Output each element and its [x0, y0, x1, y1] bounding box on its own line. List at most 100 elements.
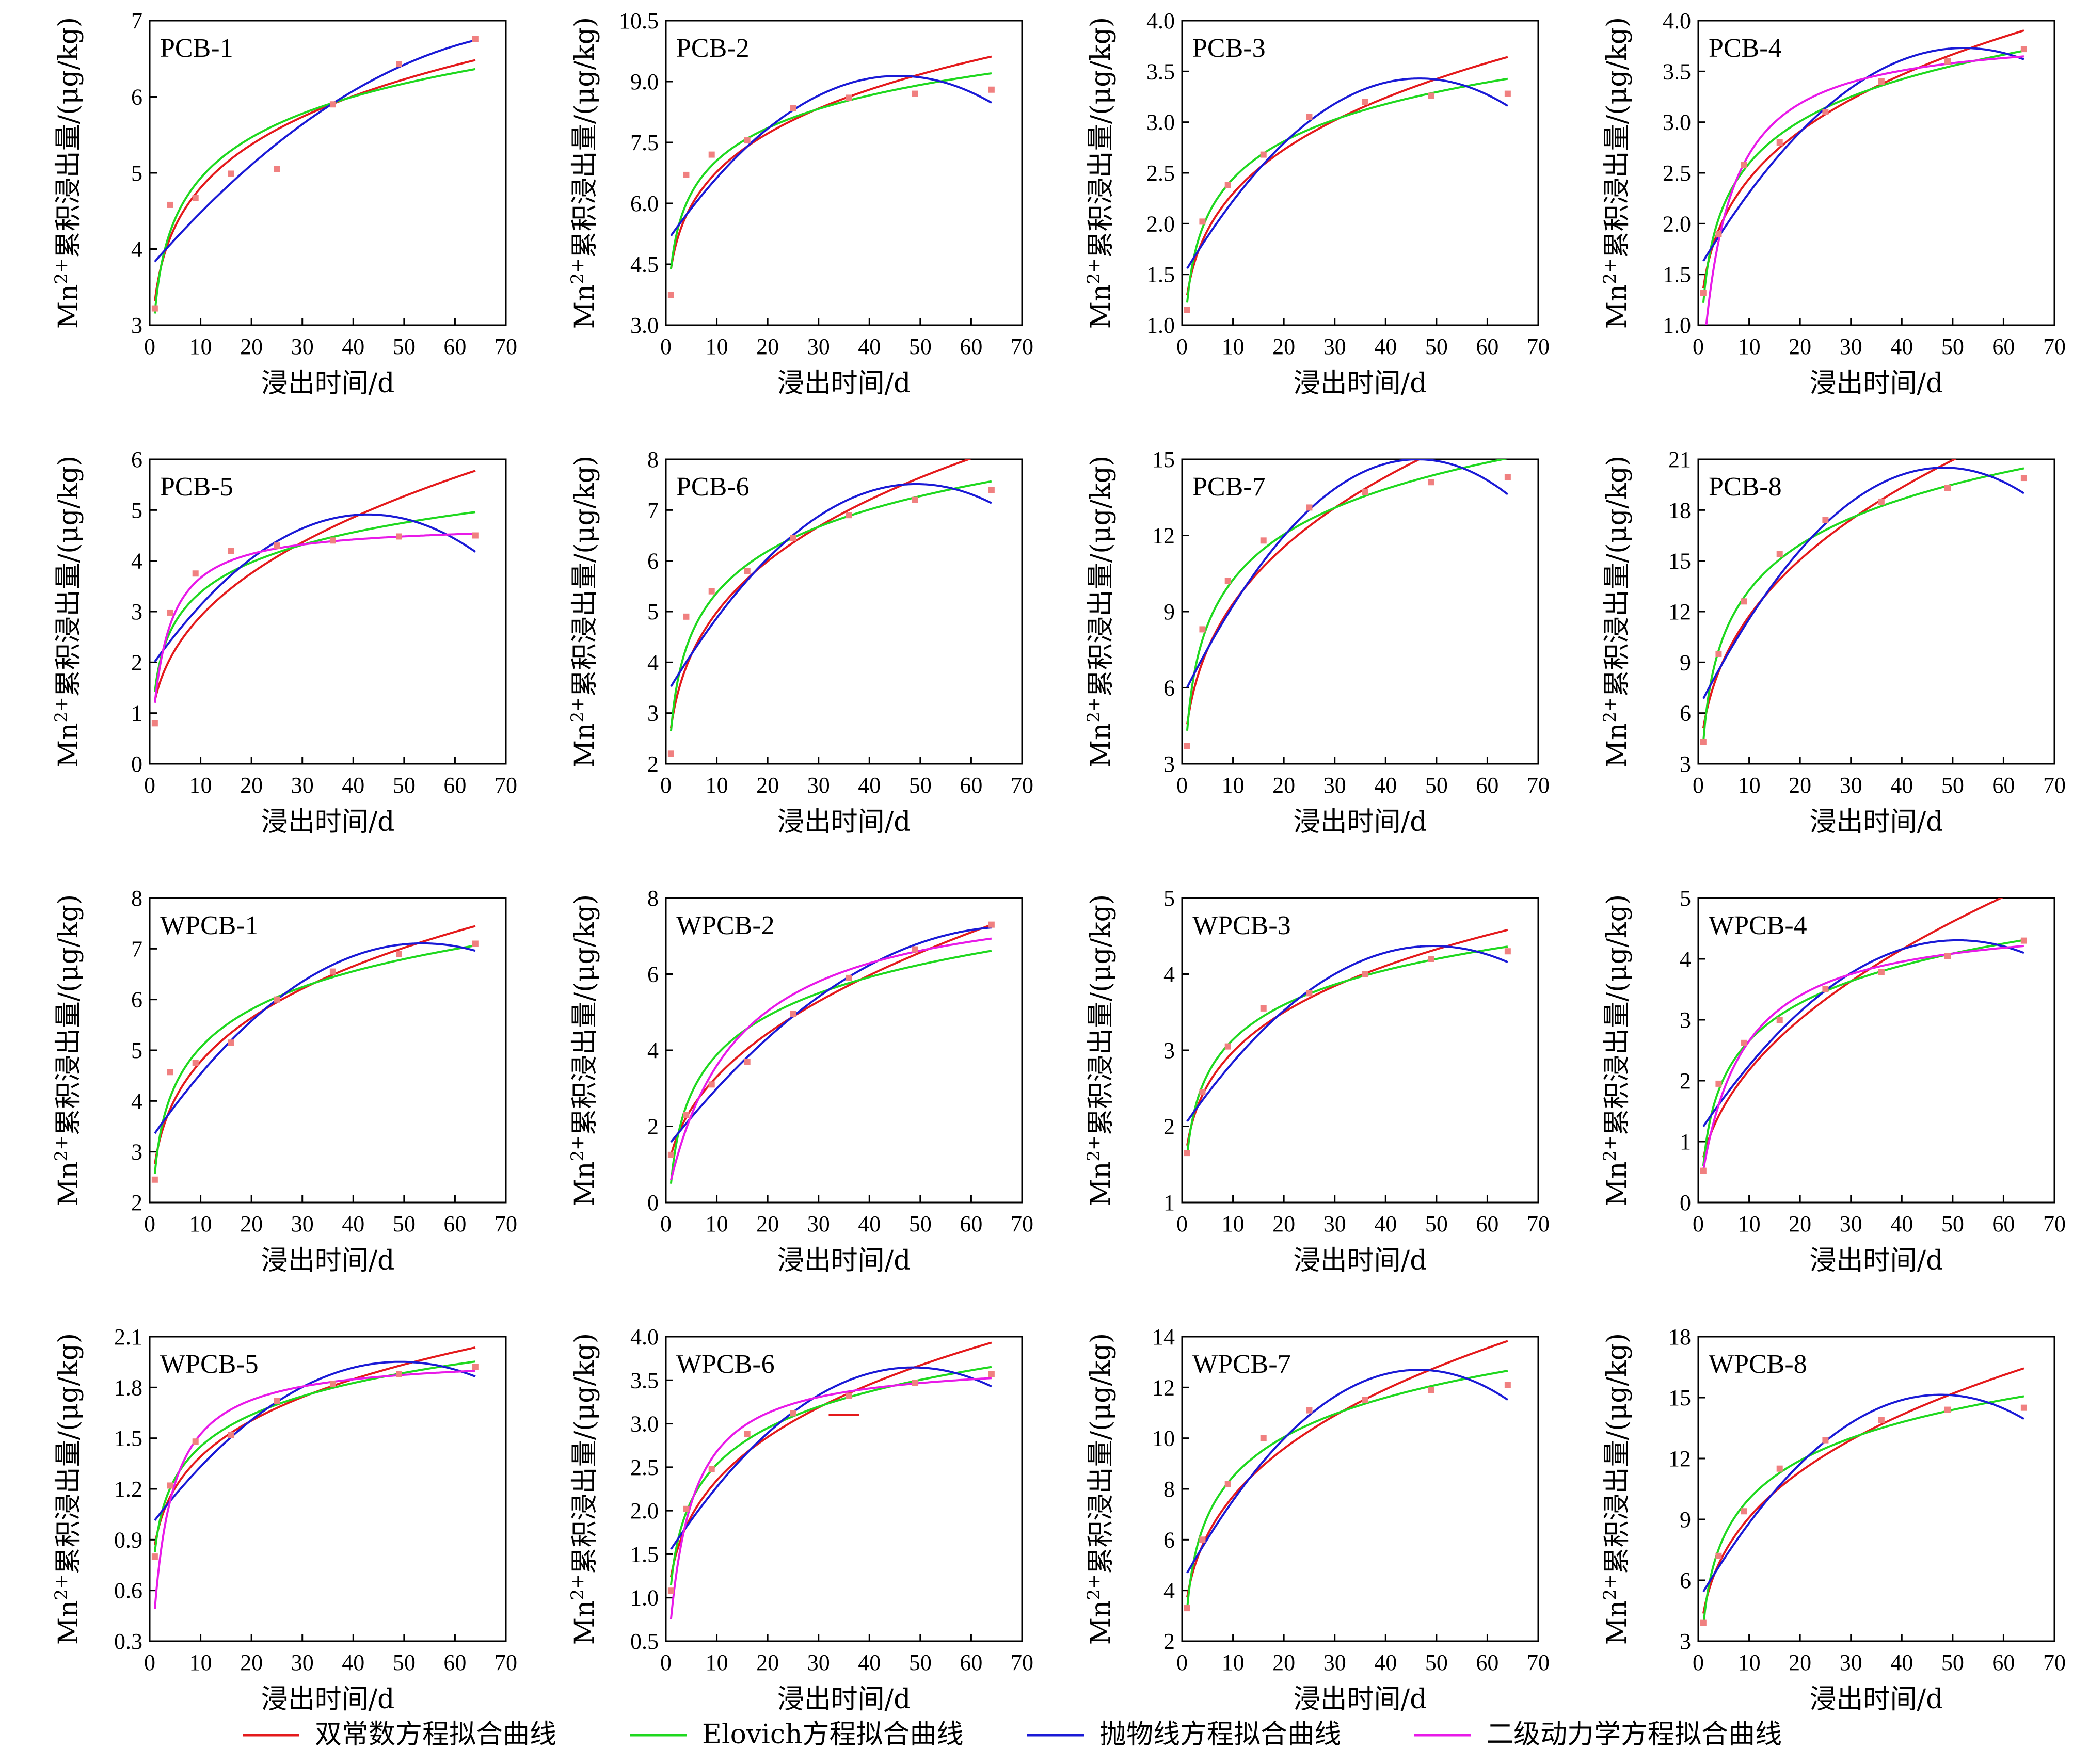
y-axis-label-rest: 累积浸出量/(μg/kg)	[53, 1333, 84, 1575]
data-point	[988, 1371, 995, 1377]
data-point	[167, 201, 173, 208]
data-point	[1199, 626, 1206, 633]
data-point	[396, 951, 402, 957]
y-tick-label: 4	[1680, 947, 1691, 972]
y-tick-label: 9	[1680, 650, 1691, 675]
data-point	[274, 996, 280, 1003]
x-tick-label: 60	[960, 1211, 982, 1237]
x-tick-label: 50	[909, 334, 932, 359]
x-tick-label: 10	[189, 1650, 212, 1675]
x-tick-label: 10	[706, 773, 728, 798]
x-tick-label: 50	[1941, 334, 1964, 359]
y-tick-label: 8	[131, 886, 142, 911]
data-point	[228, 1432, 234, 1438]
plot-frame	[149, 458, 507, 765]
x-tick-label: 60	[443, 1650, 466, 1675]
x-tick-label: 60	[1992, 773, 2015, 798]
x-tick-label: 70	[2043, 1211, 2066, 1237]
panel-title: PCB-1	[160, 34, 233, 63]
data-point	[472, 36, 479, 42]
data-point	[1944, 485, 1951, 491]
x-tick-label: 60	[443, 1211, 466, 1237]
y-tick-label: 1.0	[1663, 313, 1691, 338]
y-tick-label: 18	[1668, 1324, 1691, 1350]
chart-panel-pcb-5: 0 10 20 30 40 50 60 70 0 1 2 3 4 5 6 浸出时间/d Mn2+累积浸出量/(μ…	[51, 447, 517, 838]
fit-curves	[1702, 1367, 2024, 1626]
x-tick-label: 70	[1011, 1211, 1033, 1237]
data-point	[912, 946, 918, 953]
y-tick-label: 7	[647, 498, 659, 523]
y-axis-label-sup: 2+	[1600, 1135, 1620, 1161]
y-tick-label: 5	[131, 498, 142, 523]
legend-label-second_order: 二级动力学方程拟合曲线	[1487, 1719, 1782, 1750]
y-tick-label: 6	[1163, 676, 1175, 701]
legend-label-elovich: Elovich方程拟合曲线	[702, 1719, 964, 1750]
data-point	[1944, 58, 1951, 65]
x-tick-label: 50	[393, 334, 416, 359]
plot-frame	[665, 458, 1023, 765]
data-point	[274, 1398, 280, 1404]
data-point	[1776, 551, 1783, 557]
y-tick-label: 3	[1163, 1038, 1175, 1063]
data-point	[708, 588, 715, 595]
x-tick-label: 20	[1272, 1211, 1295, 1237]
x-tick-label: 70	[495, 1211, 517, 1237]
fit-curve-parabolic	[670, 926, 992, 1143]
y-axis-label-main: Mn	[53, 284, 84, 329]
panel-title: WPCB-2	[676, 911, 775, 940]
y-tick-label: 1.0	[630, 1585, 659, 1611]
data-point	[274, 542, 280, 549]
y-tick-label: 7	[131, 936, 142, 961]
y-axis-label-rest: 累积浸出量/(μg/kg)	[569, 456, 600, 697]
x-axis-label: 浸出时间/d	[1294, 368, 1427, 399]
y-tick-label: 3.5	[630, 1368, 659, 1393]
data-point	[790, 105, 796, 111]
x-tick-label: 30	[1323, 1650, 1346, 1675]
y-tick-label: 9	[1163, 599, 1175, 624]
y-tick-label: 12	[1668, 599, 1691, 624]
y-tick-label: 4	[647, 650, 659, 675]
y-tick-label: 12	[1152, 1375, 1175, 1400]
fit-curves	[1186, 56, 1508, 303]
y-tick-label: 3.0	[1146, 110, 1175, 135]
data-point	[2020, 475, 2027, 482]
y-tick-label: 6	[1163, 1527, 1175, 1552]
y-tick-label: 3	[131, 1140, 142, 1165]
y-tick-label: 5	[131, 161, 142, 186]
x-tick-label: 40	[858, 334, 881, 359]
x-tick-label: 20	[1272, 773, 1295, 798]
y-tick-label: 3.5	[1663, 59, 1691, 84]
fit-curves	[153, 470, 476, 703]
y-tick-label: 8	[1163, 1477, 1175, 1502]
data-point	[912, 496, 918, 503]
data-point	[167, 1482, 173, 1489]
data-point	[1944, 1406, 1951, 1413]
y-axis-label-main: Mn	[1086, 1600, 1117, 1645]
fit-curves	[1702, 29, 2024, 325]
x-tick-label: 30	[1323, 334, 1346, 359]
data-point	[1878, 498, 1885, 505]
x-tick-label: 10	[1222, 334, 1245, 359]
x-tick-label: 50	[1425, 773, 1448, 798]
data-point	[744, 1059, 751, 1065]
x-tick-label: 10	[706, 1650, 728, 1675]
y-tick-label: 2	[131, 1190, 142, 1215]
data-point	[1184, 743, 1190, 749]
y-axis-label-rest: 累积浸出量/(μg/kg)	[53, 17, 84, 259]
y-tick-label: 6	[647, 549, 659, 574]
data-point	[1224, 1481, 1231, 1487]
x-tick-label: 60	[960, 1650, 982, 1675]
fit-curve-elovich	[1702, 939, 2024, 1166]
x-tick-label: 40	[1374, 1211, 1397, 1237]
fit-curve-elovich	[153, 944, 476, 1174]
y-tick-label: 1	[1163, 1190, 1175, 1215]
panel-title: PCB-6	[676, 472, 750, 502]
data-point	[1362, 1397, 1368, 1403]
data-point	[667, 1151, 674, 1158]
data-point	[708, 1081, 715, 1088]
y-axis-label-main: Mn	[1602, 1600, 1633, 1645]
x-tick-label: 0	[1176, 773, 1188, 798]
x-tick-label: 0	[660, 773, 672, 798]
y-tick-label: 4	[131, 1088, 142, 1114]
y-tick-label: 0.6	[114, 1578, 142, 1603]
